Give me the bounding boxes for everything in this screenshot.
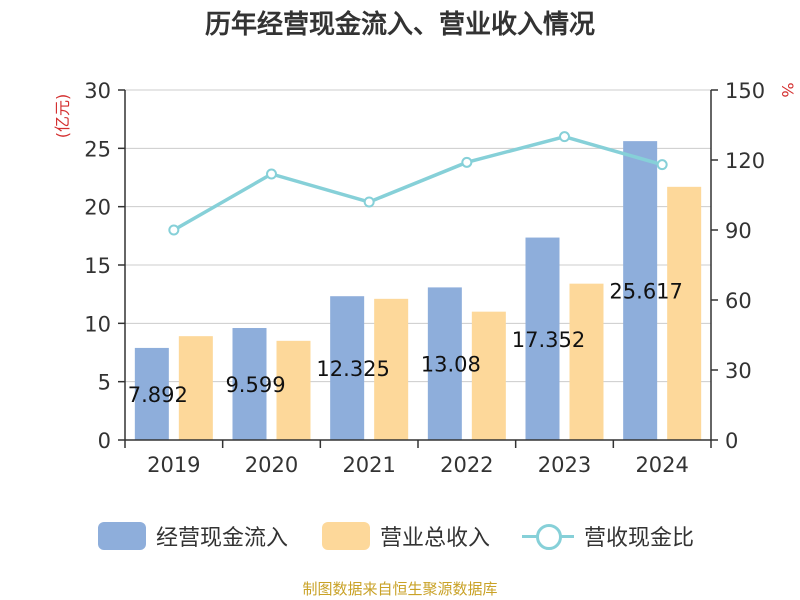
y-left-tick-label: 30 [84,79,111,103]
data-label: 9.599 [225,373,285,397]
data-label: 12.325 [316,357,389,381]
gridlines [125,89,711,383]
data-labels: 7.892 9.599 12.325 13.08 17.352 25.617 [128,280,683,407]
chart-title: 历年经营现金流入、营业收入情况 [204,10,595,40]
legend-label-revenue: 营业总收入 [380,526,491,551]
x-tick-label: 2019 [147,453,200,477]
data-label: 7.892 [128,383,188,407]
bar-revenue [667,186,702,440]
bar-revenue [374,298,409,440]
legend-swatch-revenue [322,522,370,550]
bar-revenue [178,336,213,440]
y-right-tick-label: 60 [725,289,752,313]
bar-cash-inflow [134,347,169,440]
data-label: 13.08 [421,353,481,377]
legend-item-cash-inflow[interactable]: 经营现金流入 [98,518,288,554]
bar-revenue [276,340,311,440]
data-label: 17.352 [512,328,585,352]
x-tick-label: 2024 [635,453,688,477]
ratio-point [559,131,570,143]
legend-swatch-ratio [522,522,574,550]
y-right-tick-label: 0 [725,429,738,453]
legend-swatch-cash-inflow [98,522,146,550]
y-left-tick-label: 10 [84,312,111,336]
x-tick-label: 2021 [342,453,395,477]
ratio-point [363,196,375,208]
bar-cash-inflow [525,237,560,440]
ratio-line-path [172,134,663,232]
ratio-point [461,156,473,168]
bar-revenue [569,283,604,440]
ratio-point [266,168,277,180]
y-left-tick-label: 20 [84,196,111,220]
y-right-axis-label: % [778,82,797,97]
axes: 0 5 10 15 20 25 30 0 30 60 90 120 150 2019 2020 2021 202… [84,79,765,477]
data-label: 25.617 [609,280,682,304]
y-left-tick-label: 0 [98,429,111,453]
ratio-line [168,131,668,236]
y-left-axis-label: (亿元) [53,94,72,139]
legend-label-cash-inflow: 经营现金流入 [156,526,289,551]
y-right-tick-label: 30 [725,359,752,383]
y-left-tick-label: 5 [98,371,111,395]
x-tick-label: 2023 [538,453,591,477]
y-left-tick-label: 15 [84,254,111,278]
ratio-point [656,159,668,171]
legend-item-ratio[interactable]: 营收现金比 [522,518,694,554]
bar-cash-inflow [330,296,365,440]
y-right-tick-label: 120 [725,149,765,173]
legend-item-revenue[interactable]: 营业总收入 [322,518,490,554]
bar-cash-inflow [623,141,658,440]
bar-cash-inflow [232,328,267,440]
legend: 经营现金流入 营业总收入 营收现金比 [0,518,800,554]
bar-cash-inflow [427,287,462,440]
x-tick-label: 2020 [245,453,298,477]
legend-label-ratio: 营收现金比 [584,526,695,551]
x-tick-label: 2022 [440,453,493,477]
bars [134,141,702,440]
y-right-tick-label: 150 [725,79,765,103]
y-left-tick-label: 25 [84,137,111,161]
bar-revenue [471,311,506,440]
y-right-tick-label: 90 [725,219,752,243]
ratio-point [168,224,180,236]
data-source-note: 制图数据来自恒生聚源数据库 [302,580,498,598]
